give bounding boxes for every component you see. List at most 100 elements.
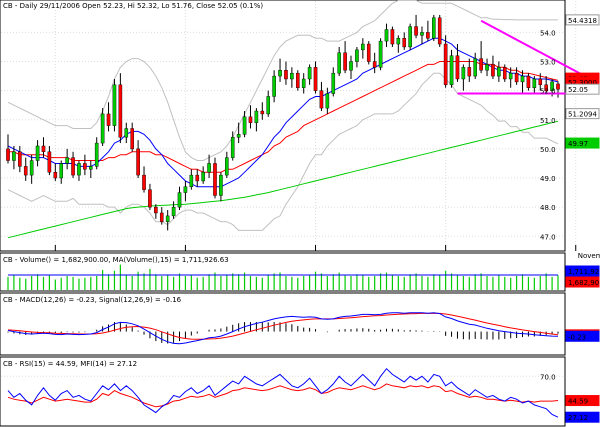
candle-body	[201, 171, 205, 182]
price-panel: 47.048.049.050.051.052.053.054.0 JulAugu…	[0, 0, 600, 260]
candle-body	[225, 157, 229, 176]
volume-tag: 1,682,90	[568, 279, 599, 287]
candle-body	[337, 52, 341, 74]
candle-body	[130, 128, 134, 150]
macd-value-tag: -0.23	[568, 333, 586, 341]
candle-body	[331, 72, 336, 94]
candle-body	[361, 43, 365, 51]
rsi-panel: 70.0 44.59 27.12 CB - RSI(15) = 44.59, MF…	[0, 356, 600, 427]
candle-body	[508, 72, 513, 80]
candle-body	[278, 70, 282, 77]
rsi-y-tick-label: 70.0	[540, 373, 556, 381]
candle-body	[455, 55, 460, 80]
rsi-value-tag: 44.59	[568, 398, 588, 406]
price-value-tag-bg	[565, 137, 600, 149]
candle-body	[502, 67, 507, 80]
candle-body	[284, 70, 288, 80]
candle-body	[307, 67, 312, 80]
price-value-tag: 51.2094	[568, 111, 597, 119]
price-y-tick-label: 53.0	[540, 59, 556, 67]
candle-body	[59, 163, 64, 179]
moving-averages	[7, 37, 559, 239]
volume-ma-tag-bg	[565, 265, 600, 277]
candle-body	[100, 113, 105, 144]
candle-body	[142, 174, 146, 190]
candle-body	[491, 64, 495, 77]
candle-body	[408, 26, 412, 48]
macd-value-tag-bg	[565, 330, 600, 342]
price-y-tick-label: 54.0	[540, 29, 556, 37]
price-y-tick-label: 51.0	[540, 117, 556, 125]
candle-body	[426, 32, 430, 39]
rsi-lines	[7, 367, 559, 418]
candle-body	[148, 189, 152, 208]
price-y-tick-label: 52.0	[540, 88, 556, 96]
candle-body	[18, 151, 22, 167]
rsi-header: CB - RSI(15) = 44.59, MFI(14) = 27.12	[3, 360, 137, 368]
candle-body	[195, 174, 200, 182]
candle-body	[313, 67, 318, 91]
candle-body	[544, 84, 548, 91]
candle-body	[550, 81, 554, 91]
macd-value-tags: -0.15-0.23	[565, 329, 600, 342]
candle-body	[366, 43, 371, 62]
candle-body	[94, 142, 99, 167]
macd-header: CB - MACD(12,26) = -0.23, Signal(12,26,9…	[3, 296, 182, 304]
candle-body	[29, 160, 34, 176]
candle-body	[12, 151, 16, 161]
candle-body	[378, 40, 383, 68]
price-value-tag: 54.4318	[568, 17, 597, 25]
rsi-value-tag: 27.12	[568, 414, 588, 422]
candle-body	[343, 52, 347, 71]
candle-body	[396, 38, 401, 45]
price-value-tag-bg	[565, 14, 600, 26]
price-header: CB - Daily 29/11/2006 Open 52.23, Hi 52.…	[3, 2, 263, 10]
candle-body	[473, 58, 478, 77]
candle-body	[349, 61, 353, 71]
rsi-y-axis: 70.0	[540, 373, 556, 381]
price-panel-frame	[0, 0, 566, 252]
candle-body	[171, 206, 176, 217]
candle-body	[449, 55, 454, 86]
volume-panel-frame	[0, 252, 566, 292]
candle-body	[219, 174, 223, 196]
candle-body	[213, 163, 217, 196]
price-y-axis: 47.0 48.0 49.0 50.0 51.0 52.0 53.0 54.0	[540, 29, 556, 241]
rsi-value-tag-bg	[565, 395, 600, 407]
candle-body	[432, 17, 436, 39]
macd-panel: -0.15-0.23 CB - MACD(12,26) = -0.23, Sig…	[0, 292, 600, 356]
candle-body	[532, 78, 537, 88]
candle-body	[41, 145, 46, 153]
price-value-tag: 49.97	[568, 140, 588, 148]
price-y-tick-label: 48.0	[540, 204, 556, 212]
candle-body	[372, 61, 377, 68]
candle-body	[207, 163, 211, 173]
price-y-tick-label: 50.0	[540, 146, 556, 154]
candle-body	[325, 93, 330, 109]
ma-slow-line	[7, 120, 559, 239]
bollinger-lower-line	[7, 72, 559, 231]
candle-body	[420, 32, 424, 36]
candle-body	[65, 157, 69, 164]
mfi-line	[7, 383, 559, 408]
rsi-value-tag-bg	[565, 411, 600, 423]
candle-body	[118, 84, 123, 138]
ma-fast-line	[7, 37, 559, 188]
candle-body	[242, 116, 247, 135]
rsi-panel-frame	[0, 356, 566, 427]
candle-body	[248, 116, 253, 123]
candle-body	[390, 29, 395, 45]
price-y-tick-label: 49.0	[540, 175, 556, 183]
rsi-value-tags: 44.59 27.12	[565, 395, 600, 423]
candle-body	[47, 151, 52, 173]
candle-body	[479, 58, 483, 71]
candle-body	[23, 166, 28, 176]
candle-body	[497, 67, 501, 77]
candle-body	[556, 83, 560, 90]
macd-lines	[7, 312, 559, 345]
candle-body	[514, 72, 519, 83]
candle-body	[538, 78, 543, 86]
candle-body	[136, 148, 140, 176]
candle-body	[159, 212, 164, 222]
candle-body	[124, 128, 129, 138]
